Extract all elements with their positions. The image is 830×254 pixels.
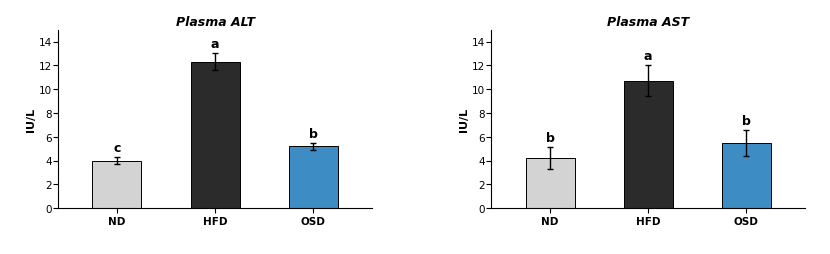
Text: a: a [211, 38, 219, 51]
Text: b: b [545, 132, 554, 145]
Title: Plasma AST: Plasma AST [607, 16, 689, 29]
Text: b: b [309, 127, 318, 140]
Bar [525, 158, 574, 208]
Text: b: b [742, 114, 750, 127]
Bar [92, 161, 141, 208]
Y-axis label: IU/L: IU/L [459, 107, 469, 131]
Y-axis label: IU/L: IU/L [26, 107, 36, 131]
Title: Plasma ALT: Plasma ALT [175, 16, 255, 29]
Text: a: a [644, 50, 652, 63]
Bar [722, 143, 771, 208]
Bar [289, 147, 338, 208]
Text: c: c [113, 141, 120, 154]
Bar [623, 82, 672, 208]
Bar [191, 62, 240, 208]
